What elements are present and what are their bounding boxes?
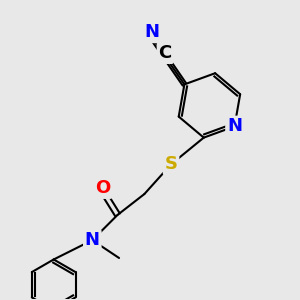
Text: N: N: [144, 23, 159, 41]
Text: C: C: [158, 44, 172, 62]
Text: S: S: [165, 155, 178, 173]
Text: N: N: [227, 117, 242, 135]
Text: N: N: [85, 231, 100, 249]
Text: O: O: [95, 179, 110, 197]
